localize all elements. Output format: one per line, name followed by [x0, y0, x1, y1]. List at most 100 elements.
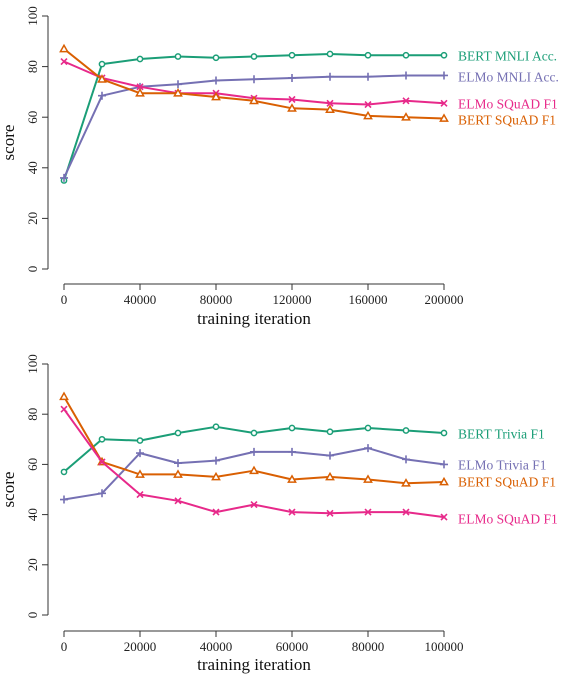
data-point: [212, 423, 220, 431]
series-bert-squad-f1: [59, 391, 449, 487]
data-point: [325, 104, 335, 114]
data-point: [98, 458, 106, 466]
data-point: [212, 456, 220, 465]
x-tick-label: 200000: [425, 292, 464, 307]
data-point: [364, 424, 372, 432]
legend-label: ELMo SQuAD F1: [458, 512, 558, 527]
series-elmo-trivia-f1: [60, 444, 448, 504]
data-point: [212, 76, 220, 85]
data-point: [288, 424, 296, 432]
y-tick-label: 20: [25, 212, 40, 225]
data-point: [174, 53, 182, 60]
data-point: [250, 500, 258, 509]
data-point: [440, 460, 448, 469]
data-point: [136, 490, 144, 499]
data-point: [98, 489, 106, 498]
y-axis: 0 20 40 60 80 100: [25, 6, 49, 273]
data-point: [250, 75, 258, 84]
chart-trivia-squad: 0 20000 40000 60000 80000 100000 0 20 40 60 80 100 t…: [0, 354, 558, 674]
series-bert-squad-f1: [59, 43, 449, 122]
data-point: [211, 471, 221, 481]
data-point: [174, 429, 182, 437]
data-point: [439, 476, 449, 486]
series-line: [63, 408, 445, 519]
data-point: [401, 478, 411, 487]
x-tick-label: 0: [61, 639, 68, 654]
y-tick-label: 0: [25, 612, 40, 619]
data-point: [97, 74, 107, 83]
data-point: [326, 50, 334, 58]
data-point: [249, 465, 259, 475]
data-point: [402, 508, 410, 516]
legend-label: ELMo Trivia F1: [458, 458, 547, 473]
data-point: [249, 95, 259, 105]
data-point: [135, 88, 145, 97]
data-point: [287, 474, 297, 483]
data-point: [364, 508, 372, 516]
x-axis-title: training iteration: [197, 655, 311, 674]
data-point: [174, 497, 182, 505]
chart-mnli-squad: 0 40000 80000 120000 160000 200000 0 20 40 60 80 10…: [0, 6, 559, 328]
data-point: [326, 72, 334, 81]
data-point: [440, 513, 448, 521]
legend-label: ELMo MNLI Acc.: [458, 70, 559, 85]
data-point: [288, 447, 296, 456]
data-point: [288, 95, 296, 104]
data-point: [98, 91, 106, 100]
data-point: [288, 508, 296, 516]
x-tick-label: 80000: [200, 292, 233, 307]
series-elmo-squad-f1: [60, 405, 448, 521]
y-axis-title: score: [0, 472, 18, 508]
y-tick-label: 0: [25, 266, 40, 273]
data-point: [98, 435, 106, 443]
data-point: [364, 444, 372, 453]
data-point: [288, 73, 296, 82]
y-tick-label: 60: [25, 111, 40, 124]
legend-label: BERT MNLI Acc.: [458, 49, 557, 64]
data-point: [60, 468, 68, 476]
data-point: [174, 459, 182, 468]
y-tick-label: 100: [25, 6, 40, 26]
x-tick-label: 100000: [425, 639, 464, 654]
data-point: [250, 429, 258, 437]
data-point: [402, 97, 410, 105]
data-point: [440, 429, 448, 437]
data-point: [364, 100, 372, 109]
data-point: [439, 113, 449, 122]
data-point: [212, 508, 220, 516]
data-point: [287, 103, 297, 112]
data-point: [59, 391, 69, 401]
series-elmo-mnli-acc: [60, 71, 448, 182]
legend-label: BERT SQuAD F1: [458, 113, 556, 128]
data-point: [440, 99, 448, 107]
data-point: [364, 72, 372, 81]
data-point: [363, 110, 373, 120]
data-point: [60, 57, 68, 66]
data-point: [60, 405, 68, 413]
x-tick-label: 60000: [276, 639, 309, 654]
data-point: [440, 51, 448, 59]
data-point: [325, 471, 335, 481]
data-point: [98, 60, 106, 68]
data-point: [136, 55, 144, 63]
data-point: [326, 509, 334, 517]
data-point: [173, 469, 183, 478]
x-tick-label: 40000: [200, 639, 233, 654]
data-point: [211, 91, 221, 101]
x-axis-title: training iteration: [197, 309, 311, 328]
y-tick-label: 80: [25, 408, 40, 421]
x-tick-label: 80000: [352, 639, 385, 654]
data-point: [364, 51, 372, 59]
data-point: [326, 428, 334, 436]
x-tick-label: 0: [61, 292, 68, 307]
data-point: [59, 43, 69, 53]
y-axis: 0 20 40 60 80 100: [25, 354, 49, 619]
y-tick-label: 20: [25, 558, 40, 571]
x-axis: 0 40000 80000 120000 160000 200000: [61, 283, 464, 307]
data-point: [135, 469, 145, 478]
y-tick-label: 100: [25, 354, 40, 374]
x-tick-label: 40000: [124, 292, 157, 307]
y-tick-label: 80: [25, 60, 40, 73]
